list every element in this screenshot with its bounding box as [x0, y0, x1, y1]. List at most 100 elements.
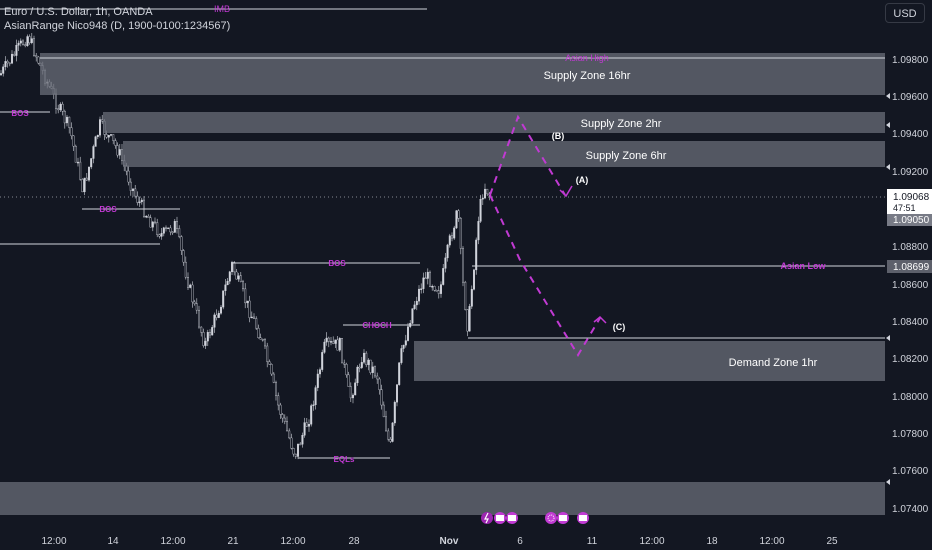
candle-body: [385, 416, 388, 432]
candle-body: [321, 352, 324, 370]
candle-body: [4, 61, 7, 68]
candle-body: [363, 352, 366, 363]
candle-body: [147, 215, 150, 218]
event-markers[interactable]: [481, 512, 589, 524]
candle-body: [26, 36, 29, 46]
candle-body: [237, 275, 240, 280]
candle-body: [356, 366, 359, 384]
candle-body: [286, 421, 289, 432]
candle-body: [171, 231, 174, 234]
candle-body: [134, 188, 137, 197]
candle-body: [448, 235, 451, 246]
price-axis[interactable]: 1.09800 1.09600 1.09400 1.09200 1.08800 1.086…: [886, 55, 932, 515]
candle-body: [270, 364, 273, 375]
candle-body: [257, 327, 260, 339]
candle-body: [129, 181, 132, 191]
candle-body: [470, 289, 473, 307]
candle-body: [116, 145, 119, 156]
price-tick-label: 1.09800: [892, 55, 929, 66]
zone-marker-icon: [886, 93, 890, 99]
indicator-legend[interactable]: AsianRange Nico948 (D, 1900-0100:1234567…: [4, 20, 231, 32]
candle-body: [96, 134, 99, 137]
currency-button[interactable]: USD: [885, 3, 925, 23]
candle-body: [15, 45, 18, 56]
candle-body: [215, 314, 218, 318]
candle-body: [398, 362, 401, 385]
candle-body: [30, 38, 33, 44]
candle-body: [173, 221, 176, 233]
candle-body: [0, 73, 2, 76]
candle-body: [264, 339, 267, 347]
marker-price-tag: [887, 214, 932, 226]
candle-body: [131, 188, 134, 191]
price-tick-label: 1.09600: [892, 92, 929, 103]
candle-body: [391, 422, 394, 442]
candle-body: [440, 284, 443, 294]
current-price-tag: [887, 189, 932, 214]
candle-body: [332, 341, 335, 344]
candle-body: [312, 404, 315, 407]
candle-body: [303, 422, 306, 436]
candle-body: [462, 248, 465, 283]
candle-body: [301, 435, 304, 445]
candle-body: [98, 119, 101, 136]
eu-flag-icon[interactable]: [545, 512, 557, 524]
wave-b-label: (B): [552, 131, 565, 141]
flag-stripes-icon: [559, 515, 567, 521]
current-price-value: 1.09068: [893, 192, 930, 203]
candle-body: [2, 66, 5, 74]
candle-body: [374, 366, 377, 377]
candle-body: [226, 281, 229, 286]
bos-label-3: BOS: [328, 259, 346, 268]
candle-body: [92, 146, 95, 159]
candle-body: [424, 277, 427, 280]
candle-body: [453, 227, 456, 239]
candle-body: [319, 369, 322, 375]
candle-body: [420, 288, 423, 290]
candle-body: [437, 290, 440, 294]
time-tick-label: 25: [826, 536, 838, 547]
supply-zone-16hr[interactable]: [40, 53, 885, 95]
candle-body: [74, 145, 77, 163]
time-tick-label: 12:00: [759, 536, 784, 547]
lower-zone[interactable]: [0, 482, 885, 515]
candle-body: [354, 382, 357, 396]
candle-body: [327, 337, 330, 342]
candle-body: [268, 361, 271, 365]
candle-body: [213, 314, 216, 328]
candle-body: [145, 215, 148, 218]
candle-body: [323, 341, 326, 353]
candle-body: [250, 316, 253, 319]
candle-body: [6, 61, 9, 64]
supply-zone-2hr[interactable]: [103, 112, 885, 133]
candle-body: [140, 199, 143, 203]
choch-label: CHOCH: [362, 321, 392, 330]
candle-body: [178, 228, 181, 237]
price-tick-label: 1.08200: [892, 354, 929, 365]
candle-body: [468, 306, 471, 332]
candle-body: [151, 221, 154, 228]
candle-body: [28, 36, 31, 44]
symbol-legend[interactable]: Euro / U.S. Dollar, 1h, OANDA: [4, 6, 153, 18]
candle-body: [444, 257, 447, 269]
time-axis[interactable]: 12:00 14 12:00 21 12:00 28 Nov 6 11 12:00 18 12:00 2…: [41, 536, 838, 547]
candle-body: [336, 339, 339, 351]
candle-body: [334, 339, 337, 344]
candle-body: [305, 422, 308, 427]
demand-zone-1hr[interactable]: [414, 341, 885, 381]
candle-body: [235, 271, 238, 280]
candle-body: [259, 337, 262, 340]
eu-stars-icon: [547, 514, 555, 522]
candle-body: [191, 284, 194, 303]
time-tick-label: 12:00: [280, 536, 305, 547]
lightning-icon[interactable]: [481, 512, 493, 524]
time-tick-label: 21: [227, 536, 239, 547]
candle-body: [418, 288, 421, 302]
candle-body: [55, 93, 58, 109]
price-candles: [0, 33, 491, 460]
candle-body: [189, 284, 192, 288]
supply-zone-6hr-label: Supply Zone 6hr: [586, 150, 667, 162]
candle-body: [255, 318, 258, 329]
candle-body: [68, 116, 71, 128]
